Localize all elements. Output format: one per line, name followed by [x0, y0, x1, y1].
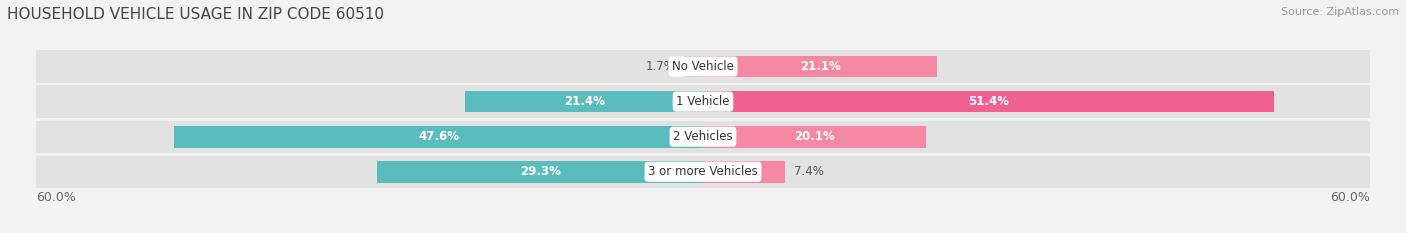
Text: 21.4%: 21.4% [564, 95, 605, 108]
Bar [703, 91, 1274, 113]
Text: Source: ZipAtlas.com: Source: ZipAtlas.com [1281, 7, 1399, 17]
Text: 60.0%: 60.0% [37, 191, 76, 204]
Bar [703, 56, 938, 77]
Bar [37, 86, 1369, 118]
Text: 47.6%: 47.6% [418, 130, 458, 143]
Bar [703, 161, 785, 183]
Text: 20.1%: 20.1% [794, 130, 835, 143]
Text: HOUSEHOLD VEHICLE USAGE IN ZIP CODE 60510: HOUSEHOLD VEHICLE USAGE IN ZIP CODE 6051… [7, 7, 384, 22]
Bar [37, 156, 1369, 188]
Bar [37, 120, 1369, 153]
Text: 29.3%: 29.3% [520, 165, 561, 178]
Text: 1.7%: 1.7% [645, 60, 675, 73]
Bar [37, 50, 1369, 83]
Text: 1 Vehicle: 1 Vehicle [676, 95, 730, 108]
Text: 2 Vehicles: 2 Vehicles [673, 130, 733, 143]
Bar [377, 161, 703, 183]
Text: No Vehicle: No Vehicle [672, 60, 734, 73]
Text: 7.4%: 7.4% [794, 165, 824, 178]
Text: 3 or more Vehicles: 3 or more Vehicles [648, 165, 758, 178]
Bar [465, 91, 703, 113]
Legend: Owner-occupied, Renter-occupied: Owner-occupied, Renter-occupied [568, 229, 838, 233]
Bar [685, 56, 703, 77]
Text: 51.4%: 51.4% [969, 95, 1010, 108]
Bar [174, 126, 703, 147]
Text: 21.1%: 21.1% [800, 60, 841, 73]
Text: 60.0%: 60.0% [1330, 191, 1369, 204]
Bar [703, 126, 927, 147]
